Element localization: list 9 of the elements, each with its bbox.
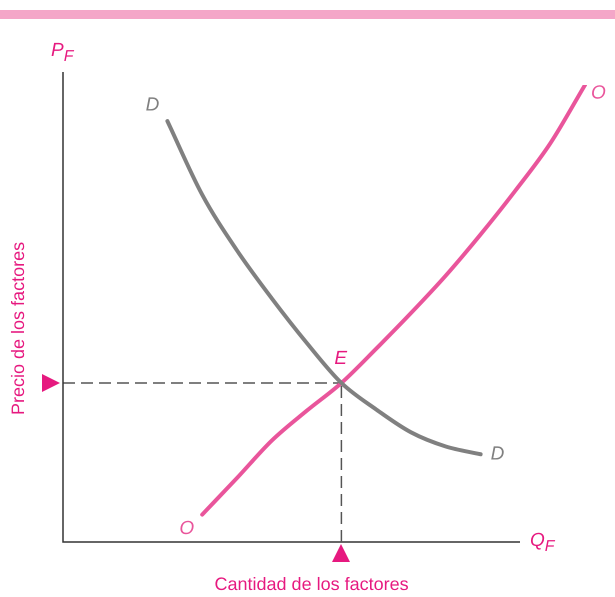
series-label: O — [591, 82, 606, 104]
series-label: D — [146, 94, 160, 116]
annotation: Q$_{F}$ — [530, 530, 554, 556]
x-axis-title: Cantidad de los factores — [214, 574, 409, 595]
text: D — [490, 444, 504, 465]
text: O — [179, 518, 194, 539]
y-axis-title: Precio de los factores — [8, 242, 29, 415]
annotation: E — [334, 348, 348, 370]
text: P$_{F}$ — [51, 40, 74, 66]
